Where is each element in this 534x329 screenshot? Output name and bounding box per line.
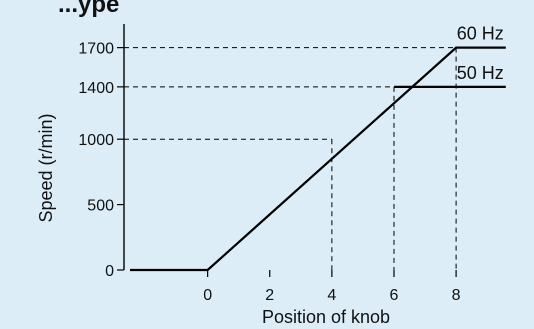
x-tick-label: 8 bbox=[452, 287, 461, 304]
data-series bbox=[130, 46, 506, 272]
y-tick-label: 500 bbox=[87, 198, 114, 215]
reference-lines bbox=[124, 47, 457, 270]
tick-labels: 0 2 4 6 8 0 500 1000 1400 1700 60 Hz 50 Hz bbox=[78, 24, 503, 304]
x-axis-label: Position of knob bbox=[262, 307, 390, 327]
series-label-60-hz: 60 Hz bbox=[457, 24, 504, 44]
y-tick-label: 1000 bbox=[78, 132, 114, 149]
chart-title: ...ype bbox=[58, 0, 119, 18]
x-tick-label: 6 bbox=[390, 287, 399, 304]
series-line-60-hz bbox=[130, 46, 506, 272]
y-axis-label: Speed (r/min) bbox=[36, 113, 56, 222]
x-tick-label: 2 bbox=[265, 287, 274, 304]
y-tick-label: 1700 bbox=[78, 41, 114, 58]
axes bbox=[117, 24, 457, 277]
x-tick-label: 4 bbox=[327, 287, 336, 304]
x-tick-label: 0 bbox=[203, 287, 212, 304]
y-tick-label: 0 bbox=[105, 263, 114, 280]
series-label-50-hz: 50 Hz bbox=[457, 63, 504, 83]
y-tick-label: 1400 bbox=[78, 80, 114, 97]
